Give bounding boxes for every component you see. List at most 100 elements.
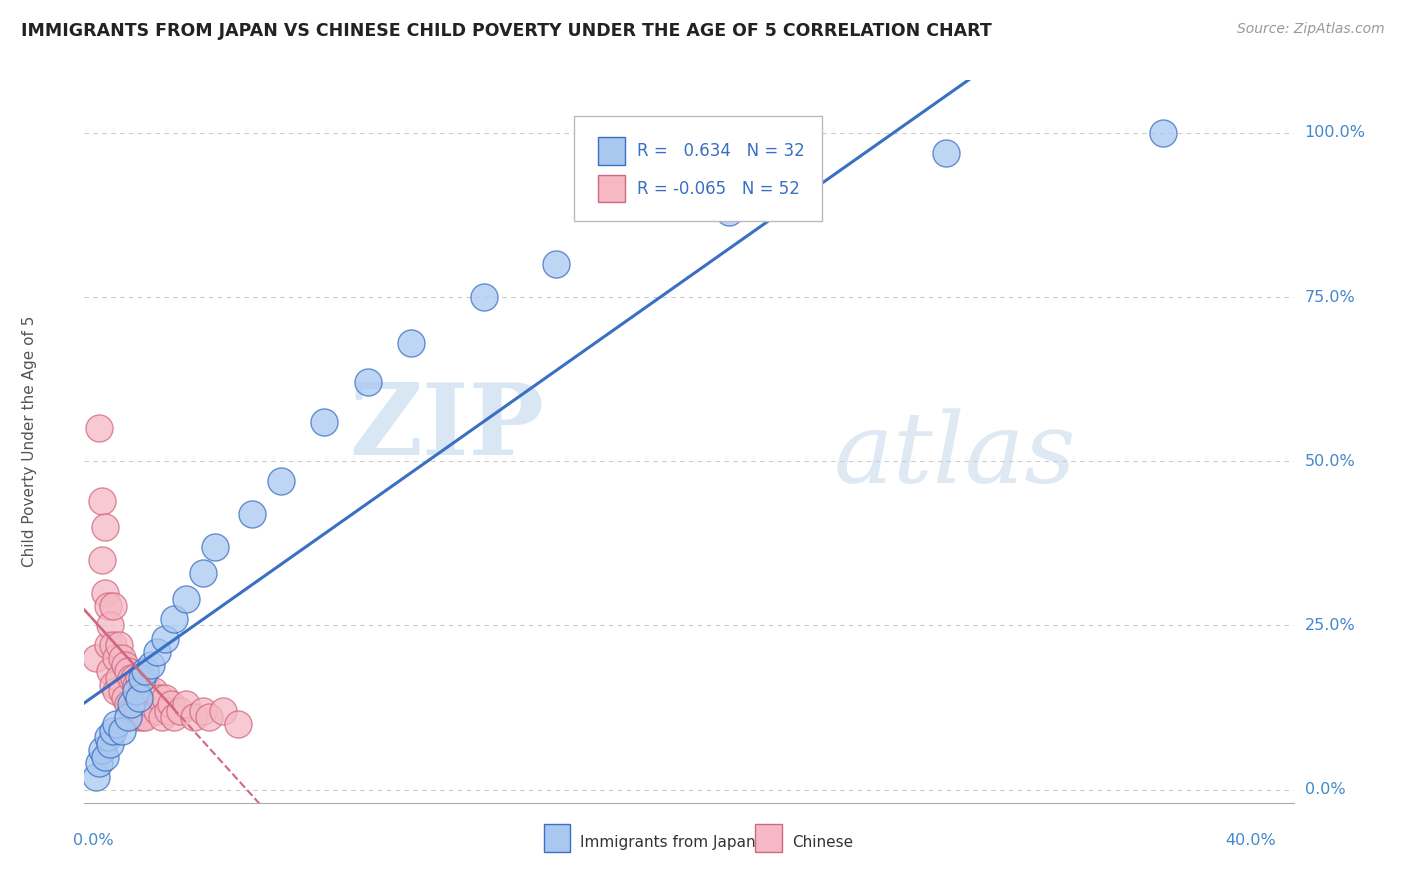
Text: 25.0%: 25.0% bbox=[1305, 618, 1355, 633]
Point bbox=[105, 717, 128, 731]
Point bbox=[105, 684, 128, 698]
Point bbox=[139, 657, 162, 672]
Point bbox=[128, 690, 150, 705]
Point bbox=[122, 671, 145, 685]
Point bbox=[155, 632, 177, 646]
Text: R =   0.634   N = 32: R = 0.634 N = 32 bbox=[637, 142, 804, 160]
Point bbox=[103, 723, 125, 738]
Point bbox=[134, 710, 156, 724]
Point bbox=[114, 690, 136, 705]
Point bbox=[96, 638, 118, 652]
Point bbox=[160, 698, 183, 712]
FancyBboxPatch shape bbox=[574, 116, 823, 221]
Point bbox=[114, 657, 136, 672]
Point bbox=[111, 723, 134, 738]
Point bbox=[111, 651, 134, 665]
Point bbox=[544, 257, 567, 271]
FancyBboxPatch shape bbox=[544, 824, 571, 852]
Point bbox=[125, 677, 148, 691]
FancyBboxPatch shape bbox=[599, 137, 624, 165]
Point bbox=[100, 737, 122, 751]
Point bbox=[718, 204, 741, 219]
Point bbox=[472, 290, 495, 304]
Text: Chinese: Chinese bbox=[792, 835, 853, 850]
Point bbox=[96, 730, 118, 744]
Point bbox=[157, 704, 180, 718]
Text: atlas: atlas bbox=[834, 409, 1077, 504]
Point bbox=[117, 665, 139, 679]
Point bbox=[120, 704, 142, 718]
Point bbox=[155, 690, 177, 705]
Text: 100.0%: 100.0% bbox=[1305, 126, 1365, 140]
Point bbox=[108, 638, 131, 652]
Point bbox=[183, 710, 205, 724]
Point bbox=[163, 612, 186, 626]
Text: Immigrants from Japan: Immigrants from Japan bbox=[581, 835, 756, 850]
Point bbox=[174, 592, 197, 607]
Point bbox=[87, 756, 110, 771]
Text: 50.0%: 50.0% bbox=[1305, 454, 1355, 468]
Point bbox=[136, 690, 159, 705]
Point bbox=[105, 651, 128, 665]
Point bbox=[204, 540, 226, 554]
Text: R = -0.065   N = 52: R = -0.065 N = 52 bbox=[637, 179, 800, 198]
Point bbox=[197, 710, 219, 724]
Point bbox=[117, 698, 139, 712]
Point bbox=[152, 710, 174, 724]
Point bbox=[103, 677, 125, 691]
Point bbox=[163, 710, 186, 724]
Point bbox=[100, 618, 122, 632]
Point bbox=[191, 566, 214, 580]
Point bbox=[145, 704, 167, 718]
Point bbox=[87, 421, 110, 435]
Point bbox=[122, 704, 145, 718]
Point bbox=[142, 684, 165, 698]
Point bbox=[100, 665, 122, 679]
Point bbox=[314, 415, 336, 429]
Text: 75.0%: 75.0% bbox=[1305, 290, 1355, 304]
Point bbox=[145, 645, 167, 659]
Point bbox=[139, 698, 162, 712]
Point bbox=[399, 336, 422, 351]
Text: 40.0%: 40.0% bbox=[1225, 833, 1275, 848]
Point bbox=[125, 684, 148, 698]
FancyBboxPatch shape bbox=[599, 175, 624, 202]
Point bbox=[131, 684, 153, 698]
Point bbox=[1152, 126, 1174, 140]
Point bbox=[270, 474, 292, 488]
Point bbox=[935, 145, 957, 160]
Point bbox=[93, 520, 115, 534]
Point bbox=[90, 493, 112, 508]
Point bbox=[212, 704, 235, 718]
Text: Child Poverty Under the Age of 5: Child Poverty Under the Age of 5 bbox=[22, 316, 38, 567]
Point bbox=[103, 638, 125, 652]
Point bbox=[108, 671, 131, 685]
Point bbox=[117, 710, 139, 724]
Point bbox=[357, 376, 380, 390]
Point bbox=[131, 671, 153, 685]
Point bbox=[84, 651, 107, 665]
Text: Source: ZipAtlas.com: Source: ZipAtlas.com bbox=[1237, 22, 1385, 37]
Text: 0.0%: 0.0% bbox=[73, 833, 114, 848]
Point bbox=[134, 677, 156, 691]
Point bbox=[226, 717, 249, 731]
Point bbox=[174, 698, 197, 712]
Point bbox=[128, 704, 150, 718]
Point bbox=[120, 671, 142, 685]
Text: 0.0%: 0.0% bbox=[1305, 782, 1346, 797]
Point bbox=[93, 749, 115, 764]
Point bbox=[240, 507, 263, 521]
FancyBboxPatch shape bbox=[755, 824, 782, 852]
Text: IMMIGRANTS FROM JAPAN VS CHINESE CHILD POVERTY UNDER THE AGE OF 5 CORRELATION CH: IMMIGRANTS FROM JAPAN VS CHINESE CHILD P… bbox=[21, 22, 991, 40]
Point bbox=[148, 690, 170, 705]
Point bbox=[103, 599, 125, 613]
Point bbox=[90, 553, 112, 567]
Point bbox=[169, 704, 191, 718]
Point bbox=[191, 704, 214, 718]
Point bbox=[120, 698, 142, 712]
Point bbox=[84, 770, 107, 784]
Point bbox=[131, 710, 153, 724]
Point bbox=[93, 585, 115, 599]
Point bbox=[96, 599, 118, 613]
Point bbox=[128, 671, 150, 685]
